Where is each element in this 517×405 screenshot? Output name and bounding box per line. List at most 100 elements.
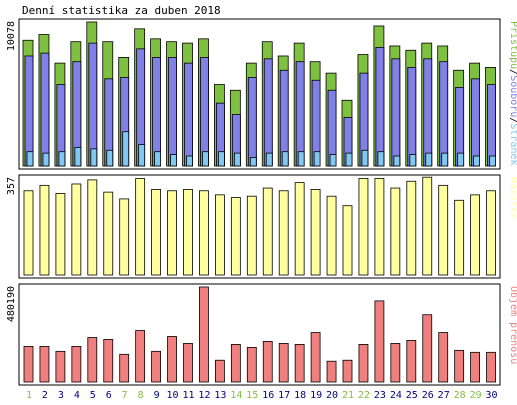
x-tick-label-9: 9: [154, 390, 160, 401]
x-tick-label-18: 18: [294, 390, 306, 401]
panel-visits: 357 Návštěv: [6, 174, 517, 279]
x-tick-label-30: 30: [486, 390, 498, 401]
bar-stranek-4: [74, 147, 82, 167]
bar-stranek-12: [202, 151, 209, 167]
bar-visits-2: [39, 184, 50, 276]
bar-volume-29: [470, 351, 481, 383]
bar-volume-5: [87, 337, 98, 383]
bar-volume-7: [119, 353, 130, 383]
bar-visits-17: [278, 190, 289, 276]
bar-stranek-22: [361, 149, 369, 167]
x-tick-label-11: 11: [182, 390, 194, 401]
bar-souboru-18: [295, 61, 305, 167]
x-tick-label-8: 8: [138, 390, 144, 401]
legend-entry-souboru: Souborů: [508, 75, 517, 117]
x-tick-label-4: 4: [74, 390, 80, 401]
bar-volume-11: [183, 343, 193, 383]
legend-entry-sep1: /: [508, 117, 517, 123]
bar-visits-27: [438, 184, 449, 276]
x-tick-label-29: 29: [470, 390, 482, 401]
chart-title: Denní statistika za duben 2018: [22, 4, 221, 17]
bar-visits-7: [119, 198, 130, 276]
bar-volume-2: [39, 345, 50, 383]
bar-volume-26: [422, 314, 433, 383]
bar-volume-23: [374, 300, 385, 383]
bar-volume-24: [390, 343, 401, 383]
legend-volume: Objem přenosu: [508, 286, 517, 364]
bar-visits-20: [326, 195, 337, 276]
bar-stranek-17: [281, 151, 289, 167]
bar-stranek-15: [249, 157, 257, 167]
bar-visits-29: [470, 194, 481, 276]
bar-stranek-26: [425, 152, 433, 167]
bar-stranek-20: [329, 154, 337, 167]
bar-stranek-29: [473, 155, 481, 167]
bar-souboru-10: [168, 57, 177, 167]
bar-souboru-2: [40, 52, 50, 167]
bar-volume-30: [486, 351, 496, 383]
bar-visits-19: [310, 189, 321, 276]
bar-souboru-26: [423, 58, 433, 167]
bar-visits-22: [358, 178, 369, 276]
bar-souboru-25: [407, 67, 417, 167]
bar-stranek-27: [441, 152, 449, 167]
x-tick-label-14: 14: [230, 390, 242, 401]
max-label-volume: 480190: [6, 286, 17, 322]
bar-volume-27: [438, 332, 449, 383]
bar-stranek-18: [297, 151, 305, 167]
x-tick-label-5: 5: [90, 390, 96, 401]
bar-souboru-24: [391, 58, 401, 167]
bar-visits-16: [262, 187, 273, 276]
bar-volume-18: [294, 344, 305, 383]
x-tick-label-13: 13: [214, 390, 226, 401]
bar-visits-4: [71, 183, 82, 276]
bar-volume-1: [23, 345, 34, 383]
bar-volume-19: [310, 332, 321, 383]
legend-hits: Přístupů/Souborů/Stránek: [508, 21, 517, 166]
bar-visits-5: [87, 179, 98, 276]
bar-souboru-23: [375, 47, 385, 167]
panel-frame-hits: [18, 18, 501, 170]
bar-volume-28: [454, 349, 465, 383]
bar-visits-23: [374, 178, 385, 276]
bar-visits-11: [183, 189, 193, 276]
bar-souboru-27: [439, 61, 449, 167]
bar-visits-15: [246, 195, 257, 276]
bar-visits-30: [486, 190, 496, 276]
bar-visits-26: [422, 176, 433, 276]
bar-volume-22: [358, 344, 369, 383]
bar-volume-3: [55, 350, 66, 383]
bar-stranek-30: [489, 155, 496, 167]
bar-visits-12: [199, 190, 209, 276]
bar-stranek-21: [345, 152, 353, 167]
bar-visits-25: [406, 180, 417, 276]
x-tick-label-22: 22: [358, 390, 370, 401]
bar-volume-20: [326, 360, 337, 383]
max-label-hits: 10078: [6, 21, 17, 51]
bar-stranek-8: [138, 144, 146, 167]
bar-stranek-25: [409, 154, 417, 167]
legend-entry-navstev: Návštěv: [508, 177, 517, 219]
x-tick-label-19: 19: [310, 390, 322, 401]
x-tick-label-16: 16: [262, 390, 274, 401]
panel-frame-volume: [18, 283, 501, 386]
x-tick-label-26: 26: [422, 390, 434, 401]
bar-visits-18: [294, 182, 305, 276]
bar-volume-21: [342, 359, 353, 383]
bar-visits-9: [151, 189, 162, 276]
bar-souboru-11: [184, 62, 193, 167]
x-tick-label-25: 25: [406, 390, 418, 401]
bar-souboru-5: [88, 42, 98, 167]
bar-stranek-13: [217, 151, 225, 167]
x-tick-label-23: 23: [374, 390, 386, 401]
bar-souboru-15: [247, 77, 257, 167]
bar-souboru-16: [263, 58, 273, 167]
bar-volume-8: [135, 330, 146, 383]
bar-stranek-28: [457, 152, 465, 167]
x-tick-label-20: 20: [326, 390, 338, 401]
bar-stranek-1: [26, 151, 34, 167]
bar-stranek-16: [265, 152, 273, 167]
x-tick-label-10: 10: [167, 390, 179, 401]
bar-souboru-29: [471, 78, 481, 167]
bar-visits-21: [342, 205, 353, 276]
